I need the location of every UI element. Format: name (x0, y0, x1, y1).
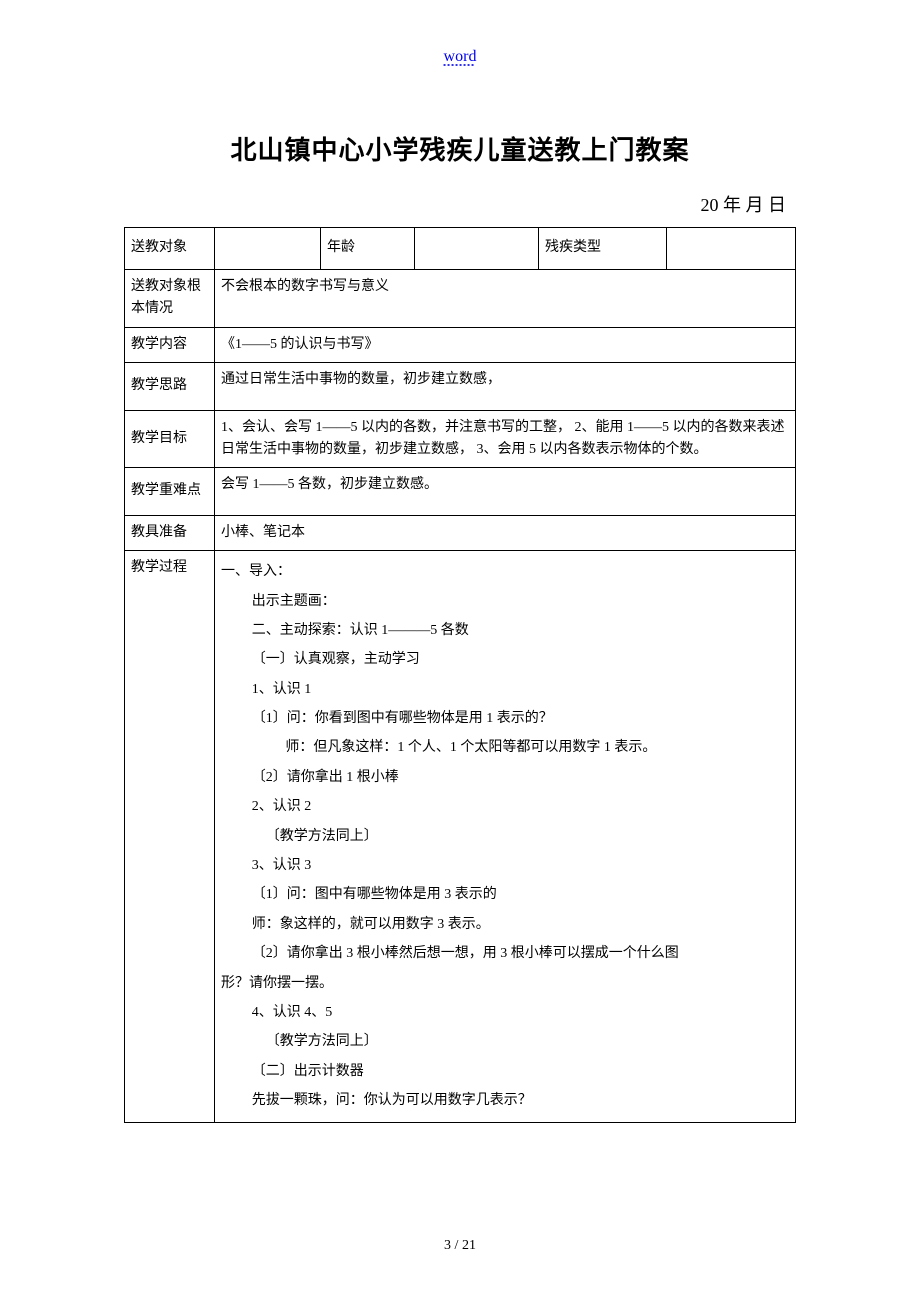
row-teaching-idea: 教学思路 通过日常生活中事物的数量，初步建立数感， (125, 363, 796, 410)
row-teaching-goal: 教学目标 1、会认、会写 1——5 以内的各数，并注意书写的工整， 2、能用 1… (125, 410, 796, 468)
goal-line-1: 1、会认、会写 1——5 以内的各数，并注意书写的工整， (221, 420, 571, 435)
value-teaching-goal: 1、会认、会写 1——5 以内的各数，并注意书写的工整， 2、能用 1——5 以… (215, 410, 796, 468)
proc-line: 师：但凡象这样：1 个人、1 个太阳等都可以用数字 1 表示。 (221, 733, 789, 762)
proc-line: 〔1〕问：你看到图中有哪些物体是用 1 表示的？ (221, 704, 789, 733)
proc-line: 〔教学方法同上〕 (221, 822, 789, 851)
proc-line: 先拔一颗珠，问：你认为可以用数字几表示？ (221, 1086, 789, 1115)
value-disability-type (667, 228, 796, 270)
label-teaching-aids: 教具准备 (125, 515, 215, 550)
row-key-difficulty: 教学重难点 会写 1——5 各数，初步建立数感。 (125, 468, 796, 515)
proc-line: 〔2〕请你拿出 3 根小棒然后想一想，用 3 根小棒可以摆成一个什么图 (221, 939, 789, 968)
page-container: 北山镇中心小学残疾儿童送教上门教案 20 年 月 日 送教对象 年龄 残疾类型 … (124, 130, 796, 1123)
value-teaching-aids: 小棒、笔记本 (215, 515, 796, 550)
label-age: 年龄 (321, 228, 415, 270)
proc-line: 3、认识 3 (221, 851, 789, 880)
value-subject (215, 228, 321, 270)
value-key-difficulty: 会写 1——5 各数，初步建立数感。 (215, 468, 796, 515)
row-teaching-aids: 教具准备 小棒、笔记本 (125, 515, 796, 550)
lesson-table: 送教对象 年龄 残疾类型 送教对象根本情况 不会根本的数字书写与意义 教学内容 … (124, 227, 796, 1123)
date-line: 20 年 月 日 (124, 191, 796, 217)
value-teaching-idea: 通过日常生活中事物的数量，初步建立数感， (215, 363, 796, 410)
label-subject: 送教对象 (125, 228, 215, 270)
proc-line: 出示主题画： (221, 587, 789, 616)
label-teaching-process: 教学过程 (125, 551, 215, 1122)
proc-line: 4、认识 4、5 (221, 998, 789, 1027)
proc-line: 〔1〕问：图中有哪些物体是用 3 表示的 (221, 880, 789, 909)
value-teaching-content: 《1——5 的认识与书写》 (215, 327, 796, 362)
label-disability-type: 残疾类型 (539, 228, 667, 270)
header-word-link[interactable]: word (444, 48, 477, 66)
value-age (415, 228, 539, 270)
proc-line: 〔教学方法同上〕 (221, 1027, 789, 1056)
row-basic-situation: 送教对象根本情况 不会根本的数字书写与意义 (125, 270, 796, 328)
proc-line: 形？请你摆一摆。 (221, 969, 789, 998)
value-basic-situation: 不会根本的数字书写与意义 (215, 270, 796, 328)
proc-line: 〔一〕认真观察，主动学习 (221, 645, 789, 674)
page-title: 北山镇中心小学残疾儿童送教上门教案 (124, 130, 796, 167)
label-key-difficulty: 教学重难点 (125, 468, 215, 515)
proc-line: 〔二〕出示计数器 (221, 1057, 789, 1086)
label-teaching-content: 教学内容 (125, 327, 215, 362)
row-teaching-process: 教学过程 一、导入： 出示主题画： 二、主动探索：认识 1———5 各数 〔一〕… (125, 551, 796, 1122)
value-teaching-process: 一、导入： 出示主题画： 二、主动探索：认识 1———5 各数 〔一〕认真观察，… (215, 551, 796, 1122)
row-teaching-content: 教学内容 《1——5 的认识与书写》 (125, 327, 796, 362)
proc-line: 二、主动探索：认识 1———5 各数 (221, 616, 789, 645)
proc-line: 1、认识 1 (221, 675, 789, 704)
row-subject: 送教对象 年龄 残疾类型 (125, 228, 796, 270)
proc-line: 一、导入： (221, 557, 789, 586)
page-number: 3 / 21 (444, 1238, 476, 1254)
proc-line: 师：象这样的，就可以用数字 3 表示。 (221, 910, 789, 939)
proc-line: 2、认识 2 (221, 792, 789, 821)
label-teaching-goal: 教学目标 (125, 410, 215, 468)
label-teaching-idea: 教学思路 (125, 363, 215, 410)
goal-line-3: 3、会用 5 以内各数表示物体的个数。 (477, 442, 708, 457)
proc-line: 〔2〕请你拿出 1 根小棒 (221, 763, 789, 792)
label-basic-situation: 送教对象根本情况 (125, 270, 215, 328)
